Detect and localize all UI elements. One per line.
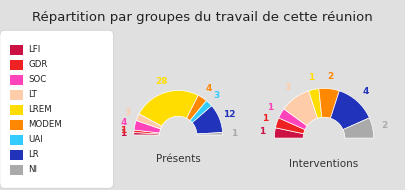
Polygon shape (343, 118, 374, 138)
Polygon shape (309, 89, 322, 118)
Polygon shape (190, 101, 212, 123)
Polygon shape (136, 114, 162, 129)
Polygon shape (134, 120, 160, 133)
Polygon shape (197, 132, 223, 135)
Text: SOC: SOC (28, 75, 47, 85)
Text: 1: 1 (267, 103, 273, 112)
Bar (11, 90, 23, 100)
Text: LFI: LFI (28, 45, 40, 55)
Text: MODEM: MODEM (28, 120, 62, 129)
Text: 3: 3 (124, 108, 130, 117)
Polygon shape (134, 132, 160, 135)
Bar (11, 45, 23, 55)
Bar (11, 60, 23, 70)
Text: 4: 4 (121, 118, 127, 127)
Text: Présents: Présents (156, 154, 200, 164)
Text: 4: 4 (205, 84, 212, 93)
Text: 1: 1 (308, 73, 314, 82)
Text: UAI: UAI (28, 135, 43, 144)
Text: 1: 1 (230, 129, 237, 138)
Text: 1: 1 (259, 127, 265, 136)
Text: LR: LR (28, 150, 39, 159)
Text: 4: 4 (362, 87, 369, 97)
Text: 1: 1 (262, 114, 268, 124)
Bar (11, 165, 23, 175)
Polygon shape (284, 91, 318, 126)
Polygon shape (192, 106, 223, 134)
Text: 28: 28 (156, 78, 168, 86)
Polygon shape (139, 90, 198, 126)
Text: 12: 12 (224, 110, 236, 119)
Text: 1: 1 (119, 129, 126, 138)
Bar (11, 105, 23, 115)
Text: LT: LT (28, 90, 37, 100)
Text: Répartition par groupes du travail de cette réunion: Répartition par groupes du travail de ce… (32, 11, 373, 24)
Text: GDR: GDR (28, 60, 48, 70)
Text: 1: 1 (120, 126, 126, 135)
Polygon shape (187, 95, 207, 120)
Polygon shape (279, 109, 307, 130)
Polygon shape (275, 118, 305, 134)
Polygon shape (330, 91, 369, 130)
Text: NI: NI (28, 165, 37, 174)
Text: 2: 2 (382, 121, 388, 130)
Text: 2: 2 (327, 72, 334, 81)
Polygon shape (319, 88, 339, 118)
Polygon shape (274, 128, 304, 138)
Text: Interventions: Interventions (290, 159, 358, 169)
Text: 3: 3 (214, 91, 220, 100)
Bar (11, 75, 23, 85)
Text: 3: 3 (284, 83, 291, 92)
Polygon shape (134, 130, 160, 134)
Bar (11, 120, 23, 130)
Bar (11, 135, 23, 145)
Bar (11, 150, 23, 160)
FancyBboxPatch shape (0, 30, 113, 188)
Text: LREM: LREM (28, 105, 52, 115)
